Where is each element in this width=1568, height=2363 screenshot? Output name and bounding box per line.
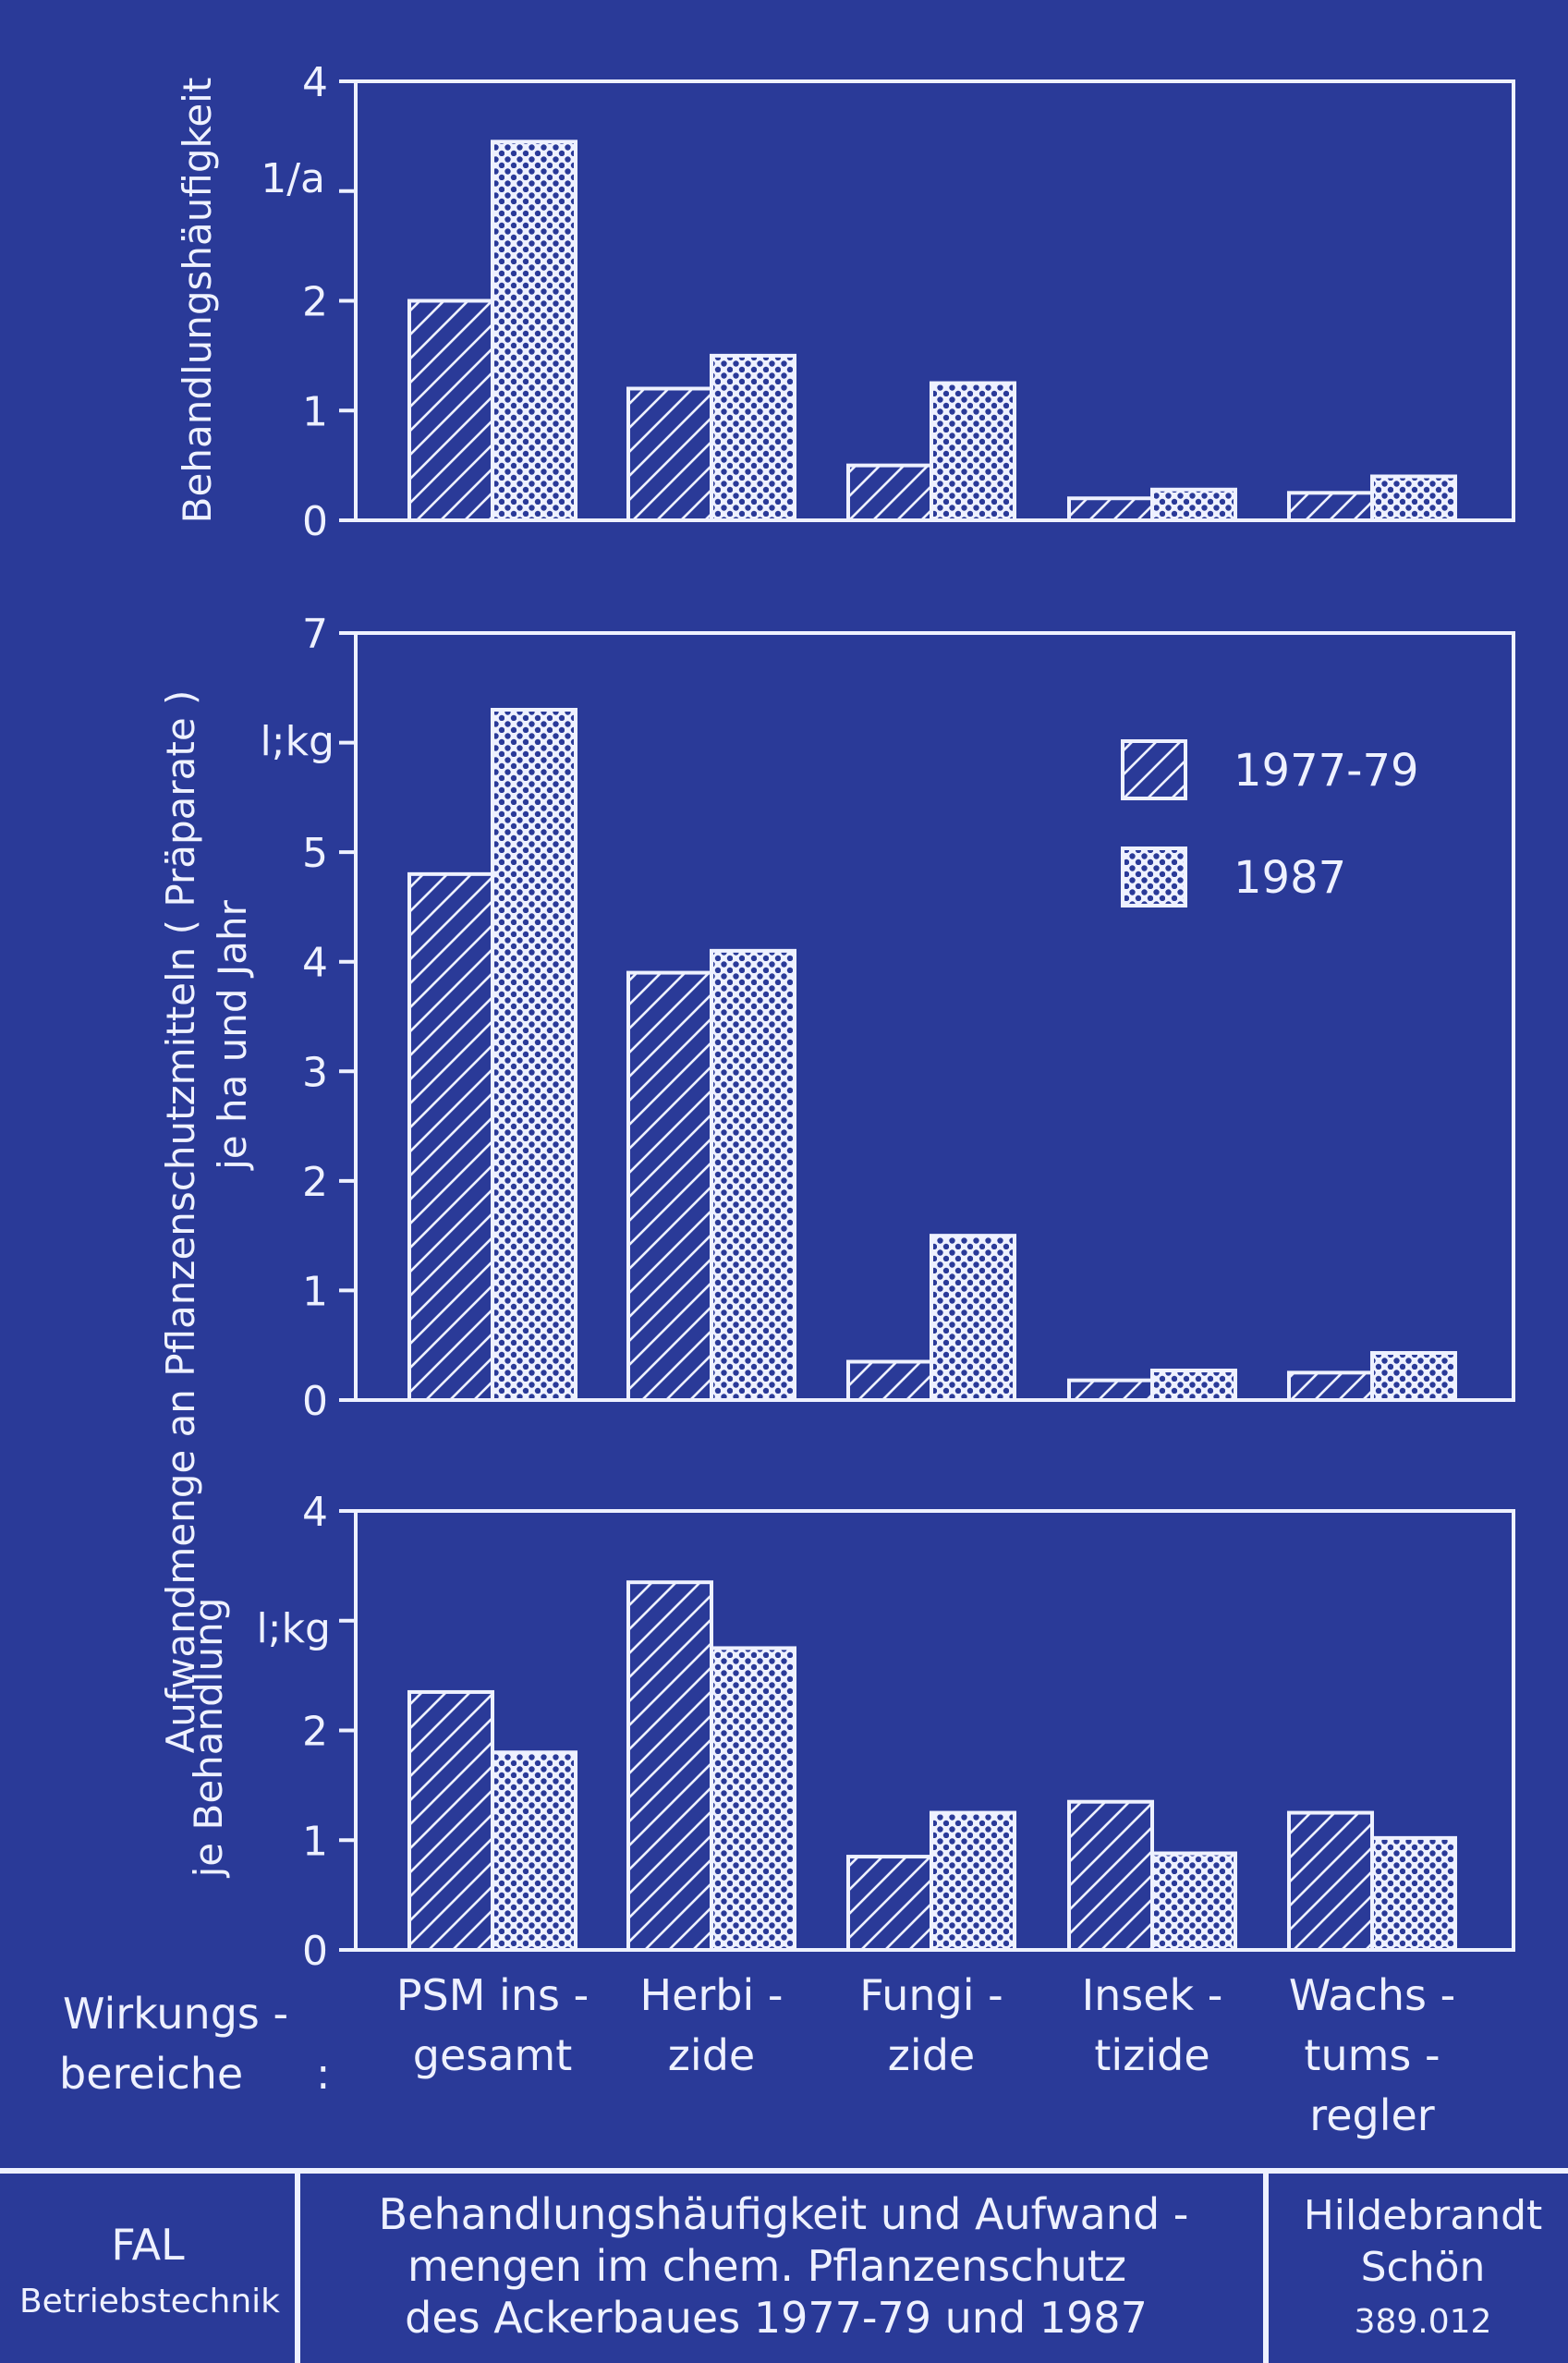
- footer-title-line1: Behandlungshäufigkeit und Aufwand -: [379, 2189, 1189, 2239]
- y-tick-label: 2: [302, 1159, 328, 1206]
- y-tick-label: 0: [302, 498, 328, 545]
- category-label: zide: [668, 2030, 755, 2080]
- categories-caption-line1: Wirkungs -: [63, 1989, 288, 2039]
- bar-1977-79-4: [1067, 1799, 1154, 1952]
- bar-1977-79-5: [1287, 1810, 1374, 1952]
- bar-1987-1: [491, 1750, 577, 1952]
- panel-amount-per-ha-year: 0 1 2 3 4 5 7 l;kg 1977-79 1987 Aufwandmenge a…: [158, 611, 1515, 1754]
- y-axis-title: Behandlungshäufigkeit: [175, 78, 220, 524]
- bar-1977-79-2: [626, 1580, 713, 1952]
- y-tick-label: 4: [302, 1489, 328, 1536]
- category-label: PSM ins -: [396, 1970, 589, 2020]
- footer-background: [0, 2169, 1568, 2363]
- category-label: Wachs -: [1289, 1970, 1455, 2020]
- y-tick-label: 1: [302, 1268, 328, 1315]
- bar-1987-2: [710, 353, 796, 522]
- bar-1977-79-4: [1067, 1378, 1154, 1402]
- y-tick-label: 1: [302, 1818, 328, 1865]
- y-axis-ticks: 0 1 2 3 4 5 7: [302, 611, 356, 1425]
- panel-treatment-frequency: 0 1 2 4 1/a Behandlungshäufigkeit: [175, 59, 1515, 545]
- bar-1987-2: [710, 1646, 796, 1952]
- y-tick-label: 2: [302, 1709, 328, 1756]
- footer-author-2: Schön: [1361, 2244, 1486, 2291]
- bar-1987-1: [491, 140, 577, 522]
- footer-author-1: Hildebrandt: [1304, 2192, 1543, 2239]
- y-tick-label: 4: [302, 59, 328, 106]
- bar-1977-79-5: [1287, 1370, 1374, 1403]
- bar-1977-79-1: [407, 298, 494, 522]
- bar-1977-79-5: [1287, 491, 1374, 522]
- y-axis-ticks: 0 1 2 4: [302, 1489, 356, 1975]
- shared-y-axis-title: Aufwandmenge an Pflanzenschutzmitteln ( …: [158, 690, 203, 1754]
- category-label: Fungi -: [859, 1970, 1003, 2020]
- y-tick-label: 3: [302, 1049, 328, 1096]
- bar-1977-79-3: [846, 1855, 933, 1952]
- bar-1987-3: [930, 1810, 1016, 1952]
- bar-1977-79-2: [626, 970, 713, 1402]
- footer: FAL Betriebstechnik Behandlungshäufigkei…: [0, 2168, 1568, 2363]
- y-axis-ticks: 0 1 2 4: [302, 59, 356, 545]
- y-tick-label: 0: [302, 1378, 328, 1425]
- y-tick-label: 2: [302, 279, 328, 326]
- bar-1977-79-4: [1067, 496, 1154, 522]
- category-label: regler: [1309, 2090, 1434, 2140]
- bar-1987-5: [1370, 1351, 1457, 1402]
- legend-swatch-hatch: [1121, 739, 1187, 800]
- categories-caption-line2: bereiche: [59, 2049, 243, 2099]
- y-axis-subtitle-per-treatment: je Behandlung: [186, 1598, 231, 1879]
- bars-group: [407, 140, 1457, 522]
- x-axis-captions: Wirkungs - bereiche : PSM ins - gesamt Her…: [59, 1970, 1455, 2140]
- y-unit-label: l;kg: [257, 1605, 331, 1652]
- bar-1977-79-2: [626, 386, 713, 522]
- category-label: Herbi -: [639, 1970, 783, 2020]
- bar-1977-79-3: [846, 1359, 933, 1402]
- bar-1987-2: [710, 948, 796, 1403]
- category-label: tizide: [1094, 2030, 1209, 2080]
- bar-1977-79-1: [407, 1689, 494, 1952]
- footer-title-line2: mengen im chem. Pflanzenschutz: [407, 2241, 1126, 2291]
- legend-swatch-dots: [1121, 847, 1187, 907]
- y-unit-label: 1/a: [261, 155, 325, 202]
- bar-1987-5: [1370, 474, 1457, 522]
- footer-org: FAL: [111, 2220, 185, 2270]
- y-tick-label: 1: [302, 388, 328, 435]
- bar-1987-3: [930, 1234, 1016, 1402]
- panel-amount-per-treatment: 0 1 2 4 l;kg je Behandlung: [186, 1489, 1515, 1975]
- legend-label-1987: 1987: [1234, 852, 1346, 904]
- category-label: tums -: [1304, 2030, 1440, 2080]
- y-tick-label: 4: [302, 940, 328, 987]
- y-unit-label: l;kg: [261, 718, 334, 765]
- legend: 1977-79 1987: [1121, 739, 1419, 907]
- category-label: Insek -: [1082, 1970, 1223, 2020]
- y-tick-label: 0: [302, 1928, 328, 1975]
- bar-1987-4: [1150, 1368, 1237, 1403]
- bar-1977-79-3: [846, 463, 933, 522]
- bar-1987-4: [1150, 487, 1237, 522]
- bar-1987-1: [491, 708, 577, 1402]
- bar-1987-3: [930, 381, 1016, 522]
- bars-group: [407, 708, 1457, 1403]
- y-tick-label: 5: [302, 830, 328, 877]
- legend-label-1977-79: 1977-79: [1234, 745, 1419, 797]
- footer-title-line3: des Ackerbaues 1977-79 und 1987: [405, 2293, 1148, 2343]
- category-label: gesamt: [413, 2030, 573, 2080]
- bars-group: [407, 1580, 1457, 1952]
- bar-1987-4: [1150, 1851, 1237, 1952]
- y-axis-subtitle-per-ha-year: je ha und Jahr: [210, 899, 255, 1171]
- category-label: zide: [888, 2030, 975, 2080]
- bar-1987-5: [1370, 1835, 1457, 1952]
- category-labels: PSM ins - gesamt Herbi - zide Fungi - zide Ins…: [396, 1970, 1455, 2140]
- y-tick-label: 7: [302, 611, 328, 658]
- categories-caption-colon: :: [316, 2049, 331, 2099]
- bar-1977-79-1: [407, 871, 494, 1402]
- footer-code: 389.012: [1355, 2303, 1492, 2341]
- footer-dept: Betriebstechnik: [19, 2283, 280, 2320]
